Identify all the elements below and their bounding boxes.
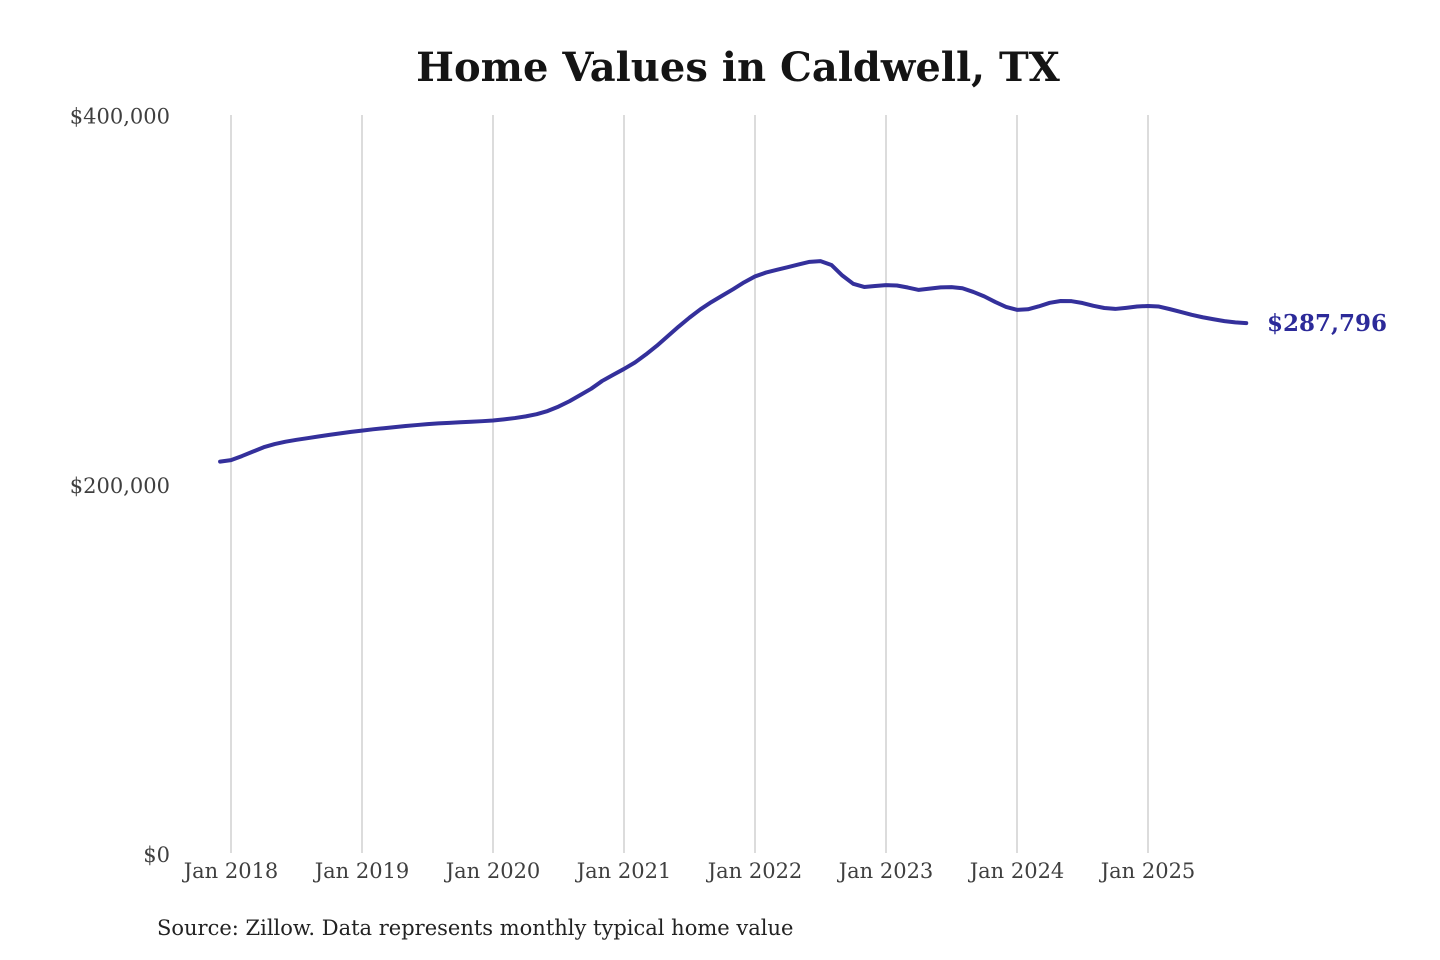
y-tick-label-400000: $400,000 [70,105,170,129]
source-note: Source: Zillow. Data represents monthly … [157,916,793,940]
x-tick-label-2020: Jan 2020 [444,859,541,883]
x-tick-label-2022: Jan 2022 [706,859,803,883]
x-tick-label-2021: Jan 2021 [575,859,672,883]
x-axis-tick-labels: Jan 2018 Jan 2019 Jan 2020 Jan 2021 Jan 2022… [182,859,1196,883]
x-tick-label-2019: Jan 2019 [313,859,410,883]
x-tick-label-2024: Jan 2024 [968,859,1065,883]
x-tick-label-2018: Jan 2018 [182,859,279,883]
x-tick-label-2023: Jan 2023 [837,859,934,883]
y-axis-tick-labels: $400,000 $200,000 $0 [70,105,170,868]
y-tick-label-200000: $200,000 [70,474,170,498]
chart-title: Home Values in Caldwell, TX [416,44,1060,91]
home-value-line-series [218,259,1249,464]
y-tick-label-0: $0 [143,843,170,867]
current-value-label: $287,796 [1267,310,1387,337]
vertical-gridlines [230,115,1149,853]
x-tick-label-2025: Jan 2025 [1099,859,1196,883]
